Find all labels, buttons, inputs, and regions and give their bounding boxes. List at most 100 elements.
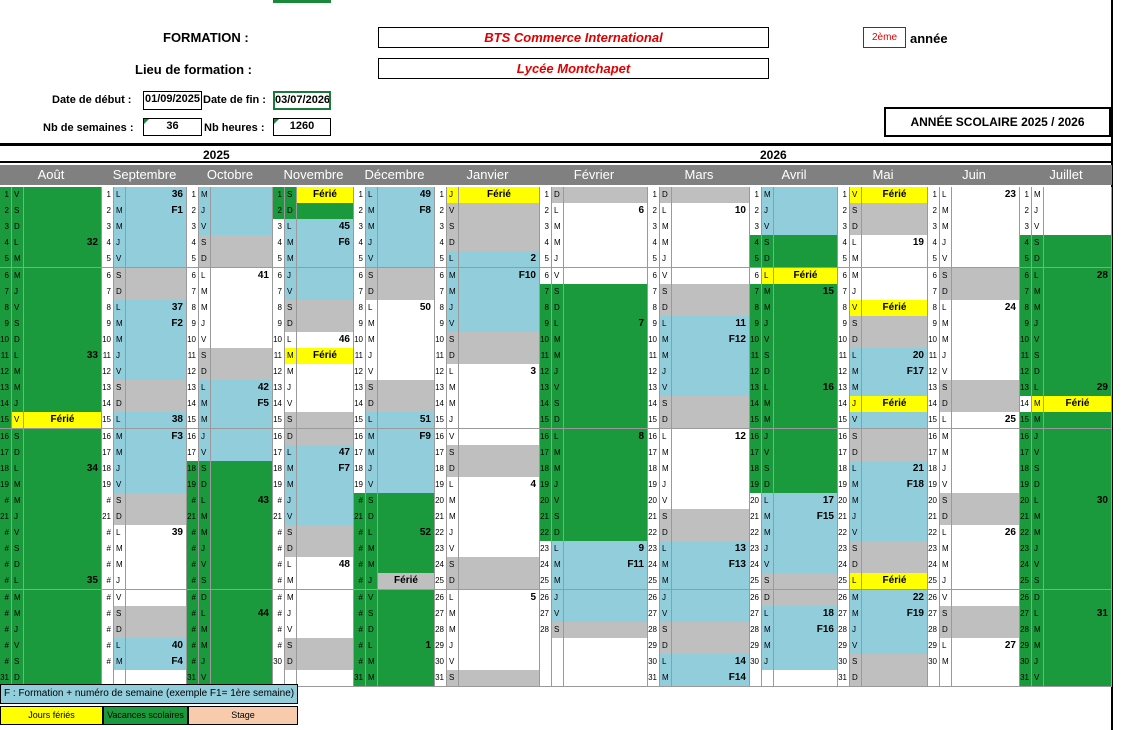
week-number: [1044, 557, 1112, 574]
day-letter: V: [660, 268, 672, 285]
week-number: [672, 348, 750, 365]
day-number: 29: [928, 638, 940, 655]
day-number: 12: [187, 364, 199, 381]
day-number: 16: [0, 429, 12, 446]
ferie-label: Férié: [459, 187, 540, 204]
day-letter: L: [1032, 268, 1044, 285]
week-number: [24, 219, 102, 236]
day-number: 11: [838, 348, 850, 365]
day-number: 14: [928, 396, 940, 413]
day-letter: M: [114, 445, 126, 462]
day-number: 9: [354, 316, 366, 333]
day-number: 21: [540, 509, 552, 526]
week-number: [1044, 235, 1112, 252]
day-letter: S: [447, 670, 459, 687]
day-number: 16: [648, 429, 660, 446]
week-number: [672, 622, 750, 639]
day-number: 19: [273, 477, 285, 494]
year-2026: 2026: [760, 148, 787, 162]
day-letter: V: [12, 525, 24, 542]
week-number: F6: [297, 235, 354, 252]
day-letter: S: [199, 235, 211, 252]
day-number: 8: [187, 300, 199, 317]
lieu-value[interactable]: Lycée Montchapet: [378, 58, 769, 79]
day-letter: D: [850, 445, 862, 462]
week-number: F1: [126, 203, 187, 220]
week-number: 11: [672, 316, 750, 333]
week-number: [211, 525, 273, 542]
week-number: [126, 573, 187, 590]
ferie-label: Férié: [297, 187, 354, 204]
week-number: [672, 300, 750, 317]
nb-semaines-field[interactable]: 36: [143, 118, 202, 136]
week-number: [24, 268, 102, 285]
day-letter: D: [12, 332, 24, 349]
day-number: 28: [838, 622, 850, 639]
week-number: 17: [774, 493, 838, 510]
week-number: [1044, 300, 1112, 317]
day-number: 5: [354, 251, 366, 268]
day-letter: J: [199, 316, 211, 333]
week-number: [1044, 461, 1112, 478]
day-number: 6: [750, 268, 762, 285]
day-letter: [552, 670, 564, 687]
day-letter: D: [285, 316, 297, 333]
week-number: [24, 429, 102, 446]
day-number: #: [102, 493, 114, 510]
day-letter: S: [940, 606, 952, 623]
day-letter: V: [850, 525, 862, 542]
day-letter: L: [762, 493, 774, 510]
day-number: 22: [928, 525, 940, 542]
day-number: 24: [928, 557, 940, 574]
day-number: 5: [0, 251, 12, 268]
day-number: 21: [273, 509, 285, 526]
day-number: 14: [102, 396, 114, 413]
day-letter: M: [114, 316, 126, 333]
week-number: 49: [378, 187, 435, 204]
day-letter: V: [285, 622, 297, 639]
day-number: 16: [750, 429, 762, 446]
week-number: F17: [862, 364, 928, 381]
week-number: [297, 396, 354, 413]
day-number: 28: [648, 622, 660, 639]
day-number: 1: [1020, 187, 1032, 204]
week-number: [564, 654, 648, 671]
date-debut-field[interactable]: 01/09/2025: [143, 91, 202, 110]
week-number: [297, 573, 354, 590]
day-letter: S: [199, 348, 211, 365]
week-number: [211, 219, 273, 236]
day-letter: M: [850, 251, 862, 268]
day-number: 1: [354, 187, 366, 204]
day-number: 20: [928, 493, 940, 510]
day-letter: M: [660, 573, 672, 590]
date-fin-field[interactable]: 03/07/2026: [273, 91, 331, 110]
nb-heures-field[interactable]: 1260: [273, 118, 331, 136]
day-letter: J: [940, 235, 952, 252]
annee-num[interactable]: 2ème: [863, 27, 906, 48]
week-number: [378, 332, 435, 349]
week-number: [126, 477, 187, 494]
day-letter: M: [940, 654, 952, 671]
day-letter: S: [12, 316, 24, 333]
week-number: [459, 348, 540, 365]
day-number: #: [354, 590, 366, 607]
week-number: [672, 364, 750, 381]
day-letter: M: [114, 557, 126, 574]
day-letter: L: [114, 638, 126, 655]
week-number: [564, 493, 648, 510]
day-letter: L: [660, 203, 672, 220]
day-number: 11: [750, 348, 762, 365]
day-number: 21: [1020, 509, 1032, 526]
day-number: 7: [273, 284, 285, 301]
day-letter: M: [552, 332, 564, 349]
formation-value[interactable]: BTS Commerce International: [378, 27, 769, 48]
week-number: [459, 445, 540, 462]
day-number: 19: [354, 477, 366, 494]
day-number: 13: [435, 380, 447, 397]
week-number: [126, 557, 187, 574]
week-number: 27: [952, 638, 1020, 655]
day-number: 21: [750, 509, 762, 526]
week-number: [378, 622, 435, 639]
week-number: [378, 670, 435, 687]
day-number: #: [354, 622, 366, 639]
